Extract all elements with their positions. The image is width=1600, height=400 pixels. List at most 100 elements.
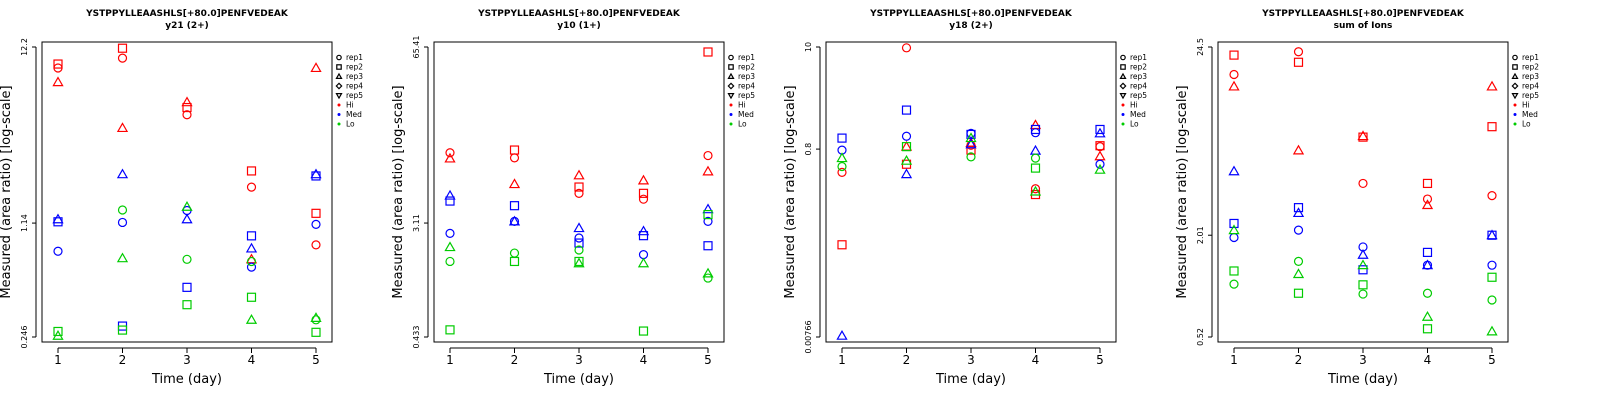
data-point (1094, 127, 1106, 138)
diamond-icon (727, 82, 735, 90)
x-axis-label: Time (day) (935, 372, 1006, 387)
data-point (445, 148, 455, 158)
data-point (573, 257, 585, 268)
data-point (117, 205, 128, 215)
legend-label: rep4 (1130, 82, 1147, 91)
data-point (1487, 295, 1497, 305)
x-tick-label: 4 (1424, 353, 1432, 367)
data-point (1421, 199, 1434, 210)
data-point (1229, 232, 1239, 243)
data-point (702, 165, 714, 176)
triangle-up-icon (1119, 72, 1127, 79)
triangle-up-icon (1511, 72, 1519, 79)
legend-color-dot (337, 113, 341, 116)
legend-label: rep1 (346, 53, 363, 62)
legend-label: Hi (738, 101, 746, 110)
x-axis-label: Time (day) (543, 372, 614, 387)
data-point (311, 240, 321, 250)
data-point (1422, 178, 1433, 189)
x-tick-label: 3 (183, 353, 191, 367)
data-point (574, 233, 584, 243)
data-point (509, 256, 520, 267)
data-point (1029, 185, 1042, 196)
data-point (703, 209, 713, 220)
data-point (52, 329, 64, 340)
x-tick-label: 1 (446, 353, 454, 367)
data-point (1293, 47, 1304, 57)
data-point (901, 105, 912, 115)
legend-color-dot (1513, 103, 1517, 107)
data-points (1228, 47, 1498, 336)
legend-color-dot (337, 122, 341, 126)
x-tick-label: 3 (1359, 353, 1367, 367)
legend-label: rep4 (346, 82, 363, 91)
legend-label: rep5 (1522, 91, 1539, 100)
data-point (1292, 268, 1305, 279)
data-point (1095, 141, 1105, 151)
data-point (444, 189, 456, 200)
data-points (836, 43, 1106, 340)
circle-icon (1512, 54, 1518, 61)
chart-subtitle: y21 (2+) (165, 21, 209, 31)
data-point (900, 168, 913, 179)
y-tick-label: 0.52 (1196, 328, 1205, 346)
legend-label: rep1 (1130, 53, 1147, 62)
data-point (1486, 325, 1498, 336)
diamond-icon (1511, 82, 1519, 90)
data-point (245, 242, 258, 253)
data-point (900, 154, 913, 165)
chart-subtitle: sum of Ions (1334, 21, 1393, 31)
y-tick-label: 65.41 (412, 36, 421, 59)
data-point (508, 215, 521, 226)
legend-label: rep3 (738, 72, 755, 81)
legend-color-dot (1513, 113, 1517, 116)
y-axis-label: Measured (area ratio) [log-scale] (783, 85, 798, 298)
data-point (574, 256, 584, 267)
legend-label: rep4 (1522, 82, 1539, 91)
data-point (1095, 124, 1105, 135)
data-point (246, 292, 257, 302)
plot-frame (433, 41, 725, 343)
data-point (310, 312, 322, 322)
data-point (1293, 57, 1304, 67)
data-point (53, 59, 63, 69)
data-point (703, 47, 713, 57)
data-points (444, 47, 714, 336)
diamond-icon (335, 82, 343, 90)
data-point (1228, 165, 1240, 176)
data-point (574, 182, 584, 192)
data-point (1229, 50, 1239, 60)
data-point (900, 140, 913, 151)
x-axis-label: Time (day) (1327, 372, 1398, 387)
data-point (311, 171, 321, 181)
data-point (1029, 144, 1042, 155)
data-point (508, 178, 521, 189)
data-point (836, 152, 848, 163)
data-point (837, 133, 847, 143)
data-point (837, 167, 847, 177)
data-point (445, 256, 455, 267)
legend-label: rep3 (1130, 72, 1147, 81)
data-point (1229, 218, 1239, 229)
legend-color-dot (729, 122, 733, 126)
legend-label: rep3 (1522, 72, 1539, 81)
plot-frame (825, 41, 1117, 343)
legend-label: rep3 (346, 72, 363, 81)
y-tick-label: 0.8 (804, 143, 813, 156)
x-tick-label: 1 (54, 353, 62, 367)
x-tick-label: 5 (1096, 353, 1104, 367)
data-point (1358, 265, 1368, 275)
legend-label: rep5 (1130, 91, 1147, 100)
legend-label: rep1 (738, 53, 755, 62)
data-point (1293, 288, 1304, 298)
legend-label: Med (1522, 110, 1538, 119)
data-point (573, 222, 585, 233)
data-point (574, 188, 584, 198)
data-point (637, 225, 650, 236)
data-point (117, 53, 128, 63)
x-tick-label: 4 (248, 353, 256, 367)
data-point (509, 201, 520, 211)
data-point (1094, 150, 1106, 161)
data-point (182, 102, 192, 113)
